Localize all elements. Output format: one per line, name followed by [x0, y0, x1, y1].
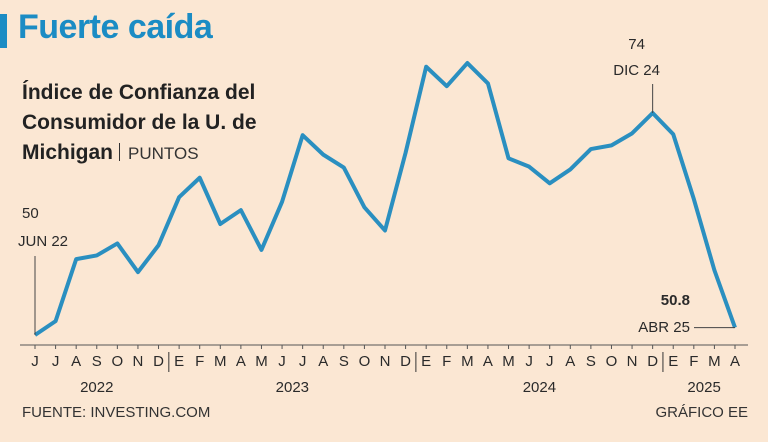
x-tick-label: A	[483, 353, 493, 370]
x-tick-label: A	[236, 353, 246, 370]
x-tick-label: F	[689, 353, 698, 370]
x-tick-label: S	[92, 353, 102, 370]
x-tick-label: F	[442, 353, 451, 370]
x-tick-label: F	[195, 353, 204, 370]
x-tick-label: M	[502, 353, 515, 370]
x-tick-label: M	[214, 353, 227, 370]
x-tick-label: J	[546, 353, 554, 370]
x-tick-label: O	[359, 353, 371, 370]
unit: PUNTOS	[113, 144, 199, 163]
title: Fuerte caída	[18, 8, 213, 46]
annotation: DIC 24	[613, 62, 660, 79]
year-label: 2023	[276, 379, 309, 396]
x-tick-label: A	[730, 353, 740, 370]
subtitle-block: Índice de Confianza del Consumidor de la…	[22, 78, 312, 169]
value-label: 50.8	[661, 292, 690, 309]
x-tick-label: D	[153, 353, 164, 370]
x-tick-label: N	[627, 353, 638, 370]
data-line	[33, 61, 737, 337]
value-label: 50	[22, 205, 39, 222]
x-tick-label: D	[400, 353, 411, 370]
x-tick-label: A	[565, 353, 575, 370]
x-tick-label: S	[586, 353, 596, 370]
title-accent	[0, 14, 7, 48]
x-tick-label: J	[278, 353, 286, 370]
year-label: 2025	[687, 379, 720, 396]
x-tick-label: J	[31, 353, 39, 370]
value-label: 74	[628, 36, 645, 53]
x-tick-label: J	[525, 353, 533, 370]
x-tick-label: E	[668, 353, 678, 370]
x-tick-label: J	[299, 353, 307, 370]
annotation: ABR 25	[638, 319, 690, 336]
x-tick-label: A	[318, 353, 328, 370]
x-tick-label: A	[71, 353, 81, 370]
source: FUENTE: INVESTING.COM	[22, 404, 211, 421]
x-tick-label: E	[421, 353, 431, 370]
x-tick-label: N	[380, 353, 391, 370]
credit: GRÁFICO EE	[655, 404, 748, 421]
year-label: 2022	[80, 379, 113, 396]
x-tick-label: M	[461, 353, 474, 370]
x-tick-label: O	[606, 353, 618, 370]
x-tick-label: E	[174, 353, 184, 370]
x-tick-label: M	[255, 353, 268, 370]
year-label: 2024	[523, 379, 556, 396]
x-tick-label: D	[647, 353, 658, 370]
x-tick-label: J	[52, 353, 60, 370]
x-tick-label: N	[133, 353, 144, 370]
x-tick-label: S	[339, 353, 349, 370]
annotation: JUN 22	[18, 233, 68, 250]
subtitle: Índice de Confianza del Consumidor de la…	[22, 81, 257, 164]
x-tick-label: O	[112, 353, 124, 370]
x-tick-label: M	[708, 353, 721, 370]
